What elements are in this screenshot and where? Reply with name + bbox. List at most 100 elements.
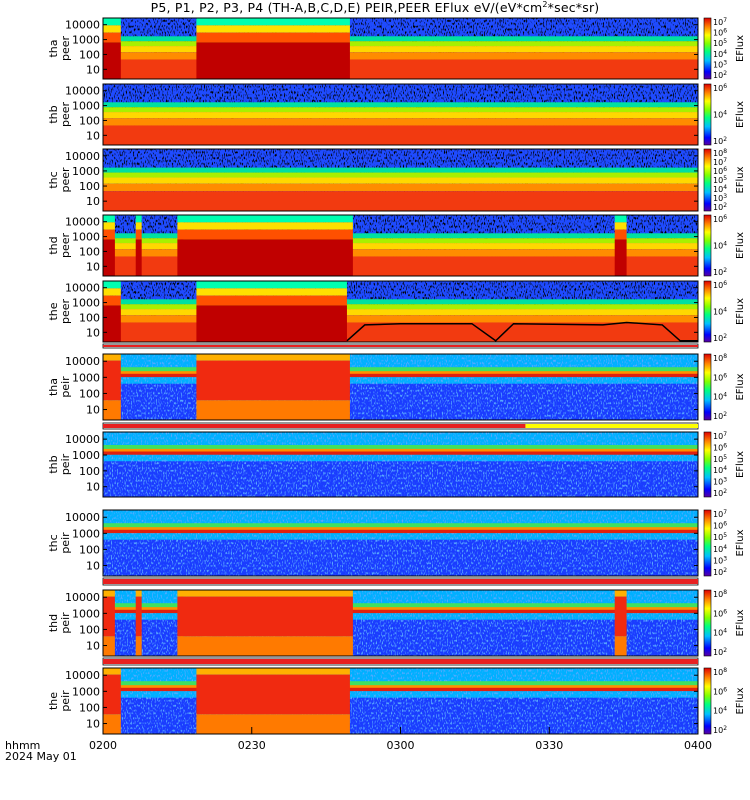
y-tick-label: 10000: [65, 669, 100, 682]
y-tick-label: 1000: [72, 371, 100, 384]
y-tick-label: 100: [79, 465, 100, 478]
panel-tha_peir: 10000 1000 100 10 tha peir 108 106 104 102 EFlux: [47, 353, 746, 430]
y-axis-label-probe: tha: [47, 378, 60, 396]
colorbar-tick-label: 108: [713, 148, 727, 158]
y-tick-label: 1000: [72, 100, 100, 113]
colorbar-tick-label: 104: [713, 706, 727, 716]
colorbar-tick-label: 108: [713, 589, 727, 599]
colorbar-tick-label: 108: [713, 353, 727, 363]
y-tick-label: 100: [79, 114, 100, 127]
colorbar-tick-label: 102: [713, 567, 727, 577]
y-tick-label: 100: [79, 543, 100, 556]
colorbar-tick-label: 106: [713, 166, 727, 176]
colorbar: [703, 667, 712, 735]
colorbar-tick-label: 102: [713, 136, 727, 146]
colorbar: [703, 509, 712, 577]
y-tick-label: 10: [86, 404, 100, 417]
colorbar-tick-label: 105: [713, 175, 727, 185]
y-axis-label-probe: the: [47, 692, 60, 710]
colorbar-label: EFlux: [735, 101, 746, 128]
colorbar-tick-label: 105: [713, 38, 727, 48]
y-axis-label-species: peer: [59, 167, 72, 193]
colorbar-tick-label: 106: [713, 608, 727, 618]
colorbar-tick-label: 104: [713, 392, 727, 402]
colorbar-tick-label: 104: [713, 307, 727, 317]
colorbar-label: EFlux: [735, 687, 746, 714]
panel-frame: [102, 589, 699, 657]
colorbar-tick-label: 102: [713, 202, 727, 212]
panel-frame: [102, 83, 699, 146]
colorbar-tick-label: 104: [713, 49, 727, 59]
panel-frame: [102, 214, 699, 277]
y-tick-label: 10000: [65, 150, 100, 163]
y-tick-label: 10: [86, 640, 100, 653]
colorbar-label: EFlux: [735, 232, 746, 259]
y-tick-label: 1000: [72, 231, 100, 244]
colorbar-label: EFlux: [735, 35, 746, 62]
colorbar-tick-label: 102: [713, 333, 727, 343]
y-axis-label-species: peir: [59, 690, 72, 712]
colorbar-tick-label: 104: [713, 184, 727, 194]
colorbar-tick-label: 107: [713, 157, 727, 167]
y-tick-label: 1000: [72, 527, 100, 540]
y-tick-label: 10: [86, 260, 100, 273]
colorbar-tick-label: 105: [713, 454, 727, 464]
colorbar-tick-label: 102: [713, 725, 727, 735]
colorbar: [703, 148, 712, 212]
colorbar: [703, 353, 712, 421]
y-tick-label: 100: [79, 701, 100, 714]
y-axis-label-species: peer: [59, 233, 72, 259]
colorbar-tick-label: 103: [713, 477, 727, 487]
colorbar-label: EFlux: [735, 166, 746, 193]
colorbar-tick-label: 104: [713, 628, 727, 638]
colorbar: [703, 214, 712, 277]
colorbar-tick-label: 107: [713, 17, 727, 27]
y-axis-label-probe: thc: [47, 534, 60, 551]
y-axis-label-probe: thb: [47, 455, 60, 473]
colorbar-tick-label: 106: [713, 83, 727, 93]
x-tick-label: 0300: [387, 739, 415, 752]
colorbar-tick-label: 103: [713, 59, 727, 69]
panel-the_peir: 10000 1000 100 10 the peir 108 106 104 102 EFlux: [47, 667, 746, 735]
y-tick-label: 100: [79, 245, 100, 258]
time-axis-label: hhmm: [5, 739, 40, 752]
colorbar-tick-label: 106: [713, 686, 727, 696]
y-tick-label: 10: [86, 63, 100, 76]
colorbar-tick-label: 103: [713, 193, 727, 203]
y-tick-label: 10: [86, 326, 100, 339]
y-tick-label: 100: [79, 180, 100, 193]
panel-frame: [102, 148, 699, 212]
y-tick-label: 100: [79, 623, 100, 636]
y-tick-label: 10000: [65, 19, 100, 32]
y-tick-label: 1000: [72, 34, 100, 47]
colorbar-tick-label: 104: [713, 465, 727, 475]
y-axis-label-species: peir: [59, 376, 72, 398]
panel-frame: [102, 280, 699, 343]
colorbar-tick-label: 102: [713, 647, 727, 657]
colorbar-tick-label: 106: [713, 280, 727, 290]
y-axis-label-species: peir: [59, 612, 72, 634]
panel-frame: [102, 431, 699, 498]
x-tick-label: 0200: [89, 739, 117, 752]
y-tick-label: 1000: [72, 685, 100, 698]
panel-frame: [102, 17, 699, 80]
colorbar-tick-label: 104: [713, 110, 727, 120]
colorbar-tick-label: 103: [713, 555, 727, 565]
colorbar-tick-label: 102: [713, 70, 727, 80]
colorbar-tick-label: 106: [713, 28, 727, 38]
y-tick-label: 1000: [72, 165, 100, 178]
colorbar-tick-label: 106: [713, 521, 727, 531]
y-axis-label-probe: thc: [47, 171, 60, 188]
colorbar-tick-label: 106: [713, 442, 727, 452]
colorbar-tick-label: 106: [713, 214, 727, 224]
colorbar-tick-label: 107: [713, 431, 727, 441]
y-tick-label: 10: [86, 718, 100, 731]
y-axis-label-species: peir: [59, 453, 72, 475]
y-tick-label: 10: [86, 129, 100, 142]
colorbar: [703, 589, 712, 657]
